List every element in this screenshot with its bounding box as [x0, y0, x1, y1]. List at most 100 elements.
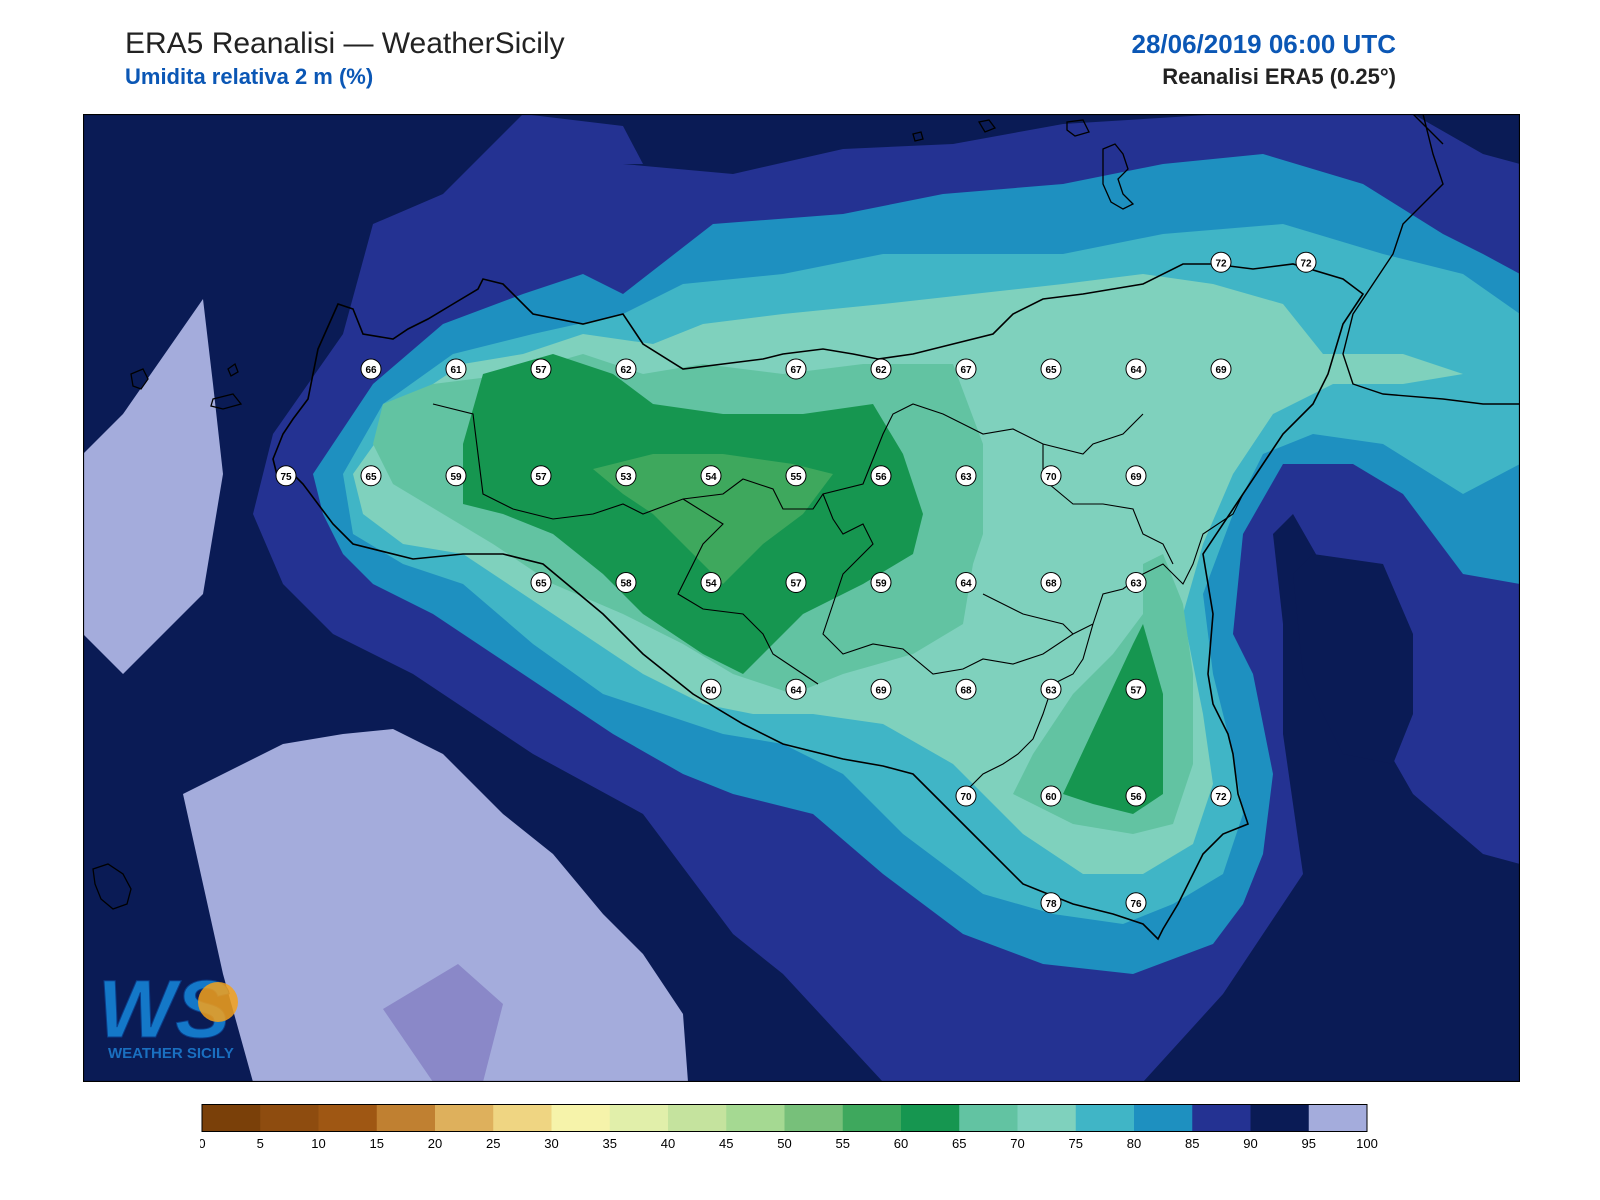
station-marker [615, 358, 637, 380]
station-value: 59 [450, 472, 462, 483]
station-marker [1125, 358, 1147, 380]
station-value: 63 [960, 472, 972, 483]
station-marker [1125, 678, 1147, 700]
sicily-coastline [272, 263, 1365, 941]
station-value: 70 [1045, 472, 1057, 483]
station-marker [1040, 678, 1062, 700]
station-value: 72 [1300, 258, 1312, 269]
logo-caption: WEATHER SICILY [108, 1045, 234, 1062]
station-value: 64 [1130, 365, 1142, 376]
station-value: 69 [1215, 365, 1227, 376]
station-value: 76 [1130, 899, 1142, 910]
station-marker [360, 358, 382, 380]
station-value: 57 [535, 365, 547, 376]
colorbar-swatch [1075, 1104, 1135, 1131]
colorbar-tick-label: 50 [777, 1136, 791, 1151]
contour-50-55 [593, 454, 833, 584]
aeolian-islands [912, 119, 1135, 210]
station-value: 54 [705, 472, 717, 483]
colorbar-swatch [784, 1104, 844, 1131]
station-value: 63 [1045, 685, 1057, 696]
station-marker [1040, 465, 1062, 487]
station-marker [785, 572, 807, 593]
map-subtitle: Umidita relativa 2 m (%) [125, 64, 374, 89]
station-value: 64 [790, 685, 802, 696]
station-value: 57 [535, 472, 547, 483]
colorbar-tick-label: 15 [370, 1136, 384, 1151]
contour-55-60-se [1063, 624, 1163, 814]
map-source: Reanalisi ERA5 (0.25°) [1162, 64, 1396, 89]
colorbar-swatch [376, 1104, 436, 1131]
colorbar-swatches [201, 1104, 1368, 1132]
station-marker [615, 465, 637, 487]
station-value: 69 [875, 685, 887, 696]
station-marker [870, 678, 892, 700]
map-title: ERA5 Reanalisi — WeatherSicily [125, 27, 565, 60]
colorbar-swatch [609, 1104, 669, 1131]
colorbar-tick-label: 45 [719, 1136, 733, 1151]
colorbar-swatch [260, 1104, 319, 1131]
colorbar-tick-label: 100 [1356, 1136, 1378, 1151]
colorbar-tick-label: 40 [661, 1136, 675, 1151]
colorbar-border [201, 1104, 1368, 1132]
station-value: 53 [620, 472, 632, 483]
station-markers: 66 61 57 62 67 62 67 65 64 69 72 72 75 65 59 57 53 54 55 56… [275, 251, 1317, 914]
station-marker [1040, 572, 1062, 593]
station-marker [1125, 465, 1147, 487]
humidity-map: 66 61 57 62 67 62 67 65 64 69 72 72 75 65 59 57 53 54 55 56… [83, 114, 1520, 1082]
station-value: 69 [1130, 472, 1142, 483]
station-value: 62 [620, 365, 632, 376]
station-marker [700, 678, 722, 700]
station-value: 61 [450, 365, 462, 376]
station-value: 78 [1045, 899, 1057, 910]
station-marker [870, 465, 892, 487]
station-marker [955, 465, 977, 487]
station-value: 75 [280, 472, 292, 483]
colorbar-swatch [842, 1104, 902, 1131]
station-value: 57 [1130, 685, 1142, 696]
station-marker [1125, 572, 1147, 593]
station-marker [785, 465, 807, 487]
station-marker [445, 465, 467, 487]
colorbar-tick-label: 80 [1127, 1136, 1141, 1151]
colorbar-swatch [551, 1104, 611, 1131]
colorbar-swatch [202, 1104, 261, 1131]
aegadian-islands [130, 362, 243, 410]
station-marker [1125, 892, 1147, 914]
colorbar-tick-label: 60 [894, 1136, 908, 1151]
station-value: 67 [960, 365, 972, 376]
station-value: 60 [705, 685, 717, 696]
colorbar-tick-label: 30 [544, 1136, 558, 1151]
station-marker [360, 465, 382, 487]
station-marker [1210, 251, 1232, 273]
colorbar-tick-label: 20 [428, 1136, 442, 1151]
station-marker [530, 465, 552, 487]
station-marker [615, 572, 637, 593]
station-marker [1040, 892, 1062, 914]
colorbar-tick-label: 95 [1302, 1136, 1316, 1151]
station-marker [275, 465, 297, 487]
colorbar-tick-label: 25 [486, 1136, 500, 1151]
station-value: 67 [790, 365, 802, 376]
station-marker [955, 785, 977, 807]
colorbar-swatch [1017, 1104, 1077, 1131]
station-marker [785, 678, 807, 700]
contour-90-95-west [83, 299, 223, 674]
station-value: 68 [960, 685, 972, 696]
station-value: 65 [535, 579, 547, 590]
station-value: 72 [1215, 258, 1227, 269]
station-marker [1295, 251, 1317, 273]
station-marker [955, 678, 977, 700]
colorbar-swatch [318, 1104, 378, 1131]
colorbar-tick-label: 70 [1010, 1136, 1024, 1151]
colorbar-swatch [1250, 1104, 1310, 1131]
colorbar-tick-label: 75 [1069, 1136, 1083, 1151]
station-marker [785, 358, 807, 380]
station-marker [1040, 785, 1062, 807]
station-value: 56 [875, 472, 887, 483]
station-marker [870, 572, 892, 593]
station-marker [700, 465, 722, 487]
weather-sicily-logo: WS WEATHER SICILY [98, 964, 238, 1062]
sun-icon [198, 982, 238, 1022]
colorbar-tick-label: 10 [311, 1136, 325, 1151]
